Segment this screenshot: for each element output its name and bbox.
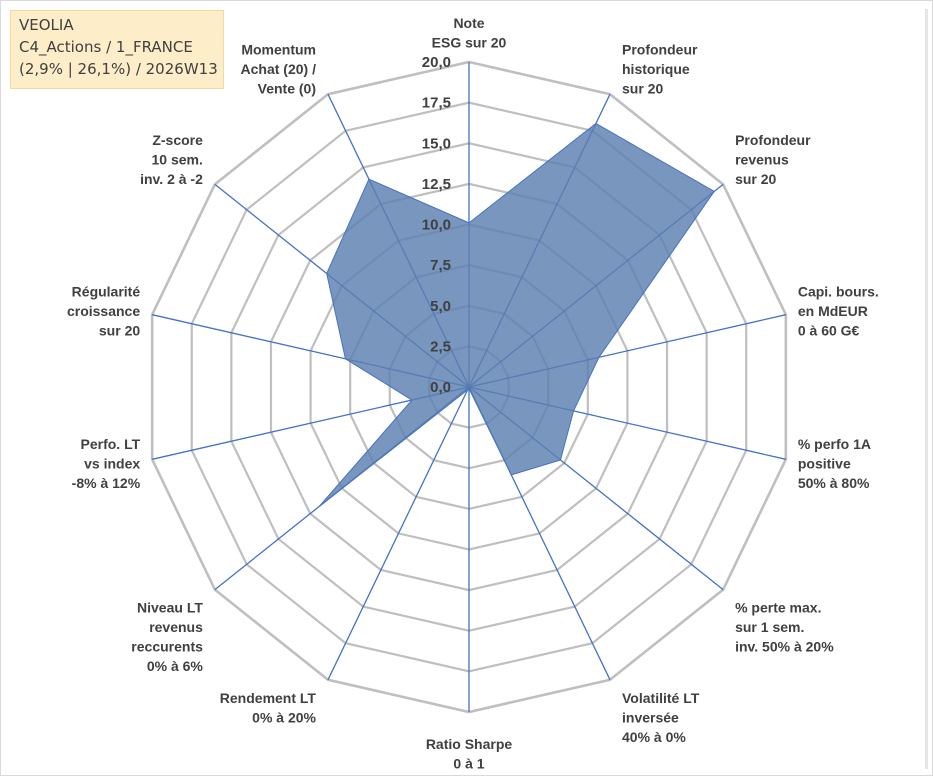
axis-label-line: % perfo 1A bbox=[798, 436, 871, 452]
info-metrics: (2,9% | 26,1%) / 2026W13 bbox=[19, 60, 218, 78]
tick-label: 20,0 bbox=[422, 54, 451, 71]
tick-label: 2,5 bbox=[430, 338, 451, 355]
axis-label: Perfo. LT vs index -8% à 12% bbox=[72, 436, 141, 491]
axis-label: Rendement LT 0% à 20% bbox=[220, 690, 317, 726]
axis-label-line: sur 20 bbox=[99, 322, 140, 338]
axis-label-line: Vente (0) bbox=[258, 81, 316, 97]
radar-series bbox=[318, 122, 715, 507]
axis-label-line: Ratio Sharpe bbox=[426, 736, 513, 752]
axis-label-line: positive bbox=[798, 456, 851, 472]
axis-label-line: inv. 50% à 20% bbox=[735, 639, 834, 655]
scrollbar[interactable] bbox=[925, 9, 928, 769]
axis-label-line: inv. 2 à -2 bbox=[140, 171, 203, 187]
axis-label-line: historique bbox=[622, 61, 690, 77]
axis-label: % perte max. sur 1 sem. inv. 50% à 20% bbox=[735, 600, 834, 655]
axis-label-line: % perte max. bbox=[735, 600, 821, 616]
axis-label-line: Profondeur bbox=[622, 42, 698, 58]
axis-label-line: croissance bbox=[67, 303, 140, 319]
axis-label: Profondeur revenus sur 20 bbox=[735, 132, 811, 187]
axis-label-line: Momentum bbox=[241, 42, 316, 58]
axis-label-line: inversée bbox=[622, 709, 679, 725]
tick-label: 10,0 bbox=[422, 217, 451, 234]
axis-label-line: 10 sem. bbox=[152, 151, 203, 167]
axis-label-line: 50% à 80% bbox=[798, 475, 870, 491]
axis-label-line: 0% à 6% bbox=[147, 658, 204, 674]
axis-label: Capi. bours. en MdEUR 0 à 60 G€ bbox=[798, 283, 879, 338]
axis-label-line: revenus bbox=[149, 619, 203, 635]
axis-label: Z-score 10 sem. inv. 2 à -2 bbox=[140, 132, 203, 187]
axis-label-line: Z-score bbox=[152, 132, 203, 148]
axis-label-line: sur 1 sem. bbox=[735, 619, 804, 635]
axis-label: Niveau LT revenus reccurents 0% à 6% bbox=[131, 600, 203, 675]
radar-axis-labels: Note ESG sur 20 Profondeur historique sur 20… bbox=[67, 15, 879, 772]
axis-label: Note ESG sur 20 bbox=[432, 15, 507, 51]
axis-label: Ratio Sharpe 0 à 1 bbox=[426, 736, 513, 772]
tick-label: 0,0 bbox=[430, 379, 451, 396]
axis-label-line: 0 à 1 bbox=[453, 756, 484, 772]
tick-label: 17,5 bbox=[422, 95, 451, 112]
axis-label-line: Niveau LT bbox=[137, 600, 203, 616]
axis-label-line: Régularité bbox=[72, 283, 141, 299]
axis-label-line: -8% à 12% bbox=[72, 475, 141, 491]
axis-label-line: 0% à 20% bbox=[252, 709, 316, 725]
axis-label-line: 40% à 0% bbox=[622, 729, 686, 745]
axis-label: Profondeur historique sur 20 bbox=[622, 42, 698, 97]
tick-label: 15,0 bbox=[422, 135, 451, 152]
axis-label-line: ESG sur 20 bbox=[432, 35, 507, 51]
axis-label-line: Perfo. LT bbox=[81, 436, 141, 452]
axis-label-line: vs index bbox=[84, 456, 140, 472]
axis-label-line: sur 20 bbox=[622, 81, 663, 97]
axis-spoke bbox=[327, 386, 470, 681]
axis-label-line: Capi. bours. bbox=[798, 283, 879, 299]
axis-label-line: Volatilité LT bbox=[622, 690, 700, 706]
axis-label-line: reccurents bbox=[131, 639, 203, 655]
info-box: VEOLIA C4_Actions / 1_FRANCE (2,9% | 26,… bbox=[10, 10, 224, 89]
axis-label-line: en MdEUR bbox=[798, 303, 868, 319]
axis-label: % perfo 1A positive 50% à 80% bbox=[798, 436, 871, 491]
axis-label: Volatilité LT inversée 40% à 0% bbox=[622, 690, 700, 745]
axis-label: Momentum Achat (20) / Vente (0) bbox=[241, 42, 317, 97]
axis-label-line: sur 20 bbox=[735, 171, 776, 187]
axis-label-line: revenus bbox=[735, 151, 789, 167]
tick-label: 12,5 bbox=[422, 176, 451, 193]
axis-label-line: Rendement LT bbox=[220, 690, 317, 706]
axis-label-line: 0 à 60 G€ bbox=[798, 322, 860, 338]
axis-label: Régularité croissance sur 20 bbox=[67, 283, 140, 338]
tick-label: 5,0 bbox=[430, 298, 451, 315]
axis-label-line: Achat (20) / bbox=[241, 61, 317, 77]
info-company: VEOLIA bbox=[19, 16, 74, 34]
radar-tick-labels: 0,0 2,5 5,0 7,5 10,0 12,5 15,0 17,5 20,0 bbox=[422, 54, 451, 396]
tick-label: 7,5 bbox=[430, 257, 451, 274]
axis-label-line: Note bbox=[453, 15, 484, 31]
info-category: C4_Actions / 1_FRANCE bbox=[19, 38, 193, 56]
axis-label-line: Profondeur bbox=[735, 132, 811, 148]
